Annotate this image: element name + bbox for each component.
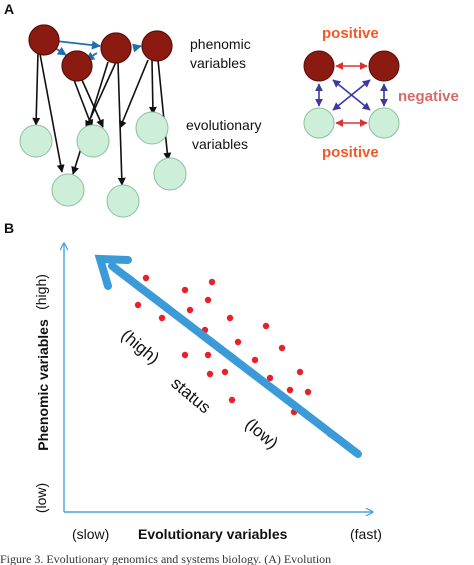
status-arrow: [94, 254, 362, 458]
positive-label-top: positive: [322, 25, 379, 42]
network-diagram: [19, 24, 187, 218]
evolutionary-node: [51, 173, 85, 207]
evolutionary-label-line2: variables: [192, 136, 248, 152]
data-point: [142, 274, 150, 282]
data-point: [206, 370, 214, 378]
phenomic-node: [368, 50, 400, 82]
regulation-arrows: [32, 51, 172, 186]
correlation-diagram: positive negative positive: [303, 25, 459, 161]
phenomic-node: [61, 50, 93, 82]
data-point: [134, 301, 142, 309]
figure-caption: Figure 3. Evolutionary genomics and syst…: [0, 552, 332, 565]
status-high-label: (high): [117, 326, 163, 368]
data-point: [221, 368, 229, 376]
data-point: [262, 322, 270, 330]
evolutionary-node: [135, 111, 169, 145]
data-point: [266, 374, 274, 382]
y-axis-title: Phenomic variables: [35, 319, 51, 451]
x-axis-title: Evolutionary variables: [138, 526, 288, 542]
data-point: [304, 388, 312, 396]
data-point: [181, 351, 189, 359]
positive-arrows: [335, 62, 368, 127]
data-point: [228, 396, 236, 404]
data-point: [226, 314, 234, 322]
negative-arrows: [315, 79, 388, 111]
status-arrow-head: [94, 254, 132, 290]
data-point: [286, 386, 294, 394]
evolutionary-node: [303, 107, 335, 139]
status-arrow-shaft: [108, 262, 362, 458]
evolutionary-node: [19, 124, 53, 158]
data-point: [158, 314, 166, 322]
x-slow-label: (slow): [72, 526, 109, 542]
evolutionary-node: [368, 107, 400, 139]
figure: A: [4, 1, 459, 542]
data-point: [186, 306, 194, 314]
x-fast-label: (fast): [350, 526, 382, 542]
data-points: [134, 274, 334, 438]
phenomic-label-line2: variables: [190, 55, 246, 71]
positive-label-bottom: positive: [322, 144, 379, 161]
plot-axes: [64, 244, 372, 512]
phenomic-node: [303, 50, 335, 82]
data-point: [204, 351, 212, 359]
negative-label: negative: [398, 88, 459, 105]
data-point: [251, 356, 259, 364]
y-low-label: (low): [33, 483, 49, 513]
phenomic-node: [100, 32, 132, 64]
data-point: [181, 286, 189, 294]
panel-a-label: A: [4, 1, 14, 17]
data-point: [204, 296, 212, 304]
evolutionary-node: [106, 184, 140, 218]
phenomic-label-line1: phenomic: [190, 36, 251, 52]
status-label: status: [167, 374, 214, 418]
phenomic-nodes: [28, 24, 173, 82]
data-point: [208, 278, 216, 286]
y-high-label: (high): [33, 274, 49, 310]
evolutionary-node: [153, 157, 187, 191]
phenomic-node: [28, 24, 60, 56]
evolutionary-label-line1: evolutionary: [186, 117, 262, 133]
evolutionary-nodes: [19, 111, 187, 218]
phenomic-node: [141, 30, 173, 62]
data-point: [278, 344, 286, 352]
evolutionary-node: [76, 124, 110, 158]
status-low-label: (low): [241, 415, 281, 453]
panel-b-label: B: [4, 220, 14, 236]
data-point: [234, 338, 242, 346]
data-point: [296, 368, 304, 376]
